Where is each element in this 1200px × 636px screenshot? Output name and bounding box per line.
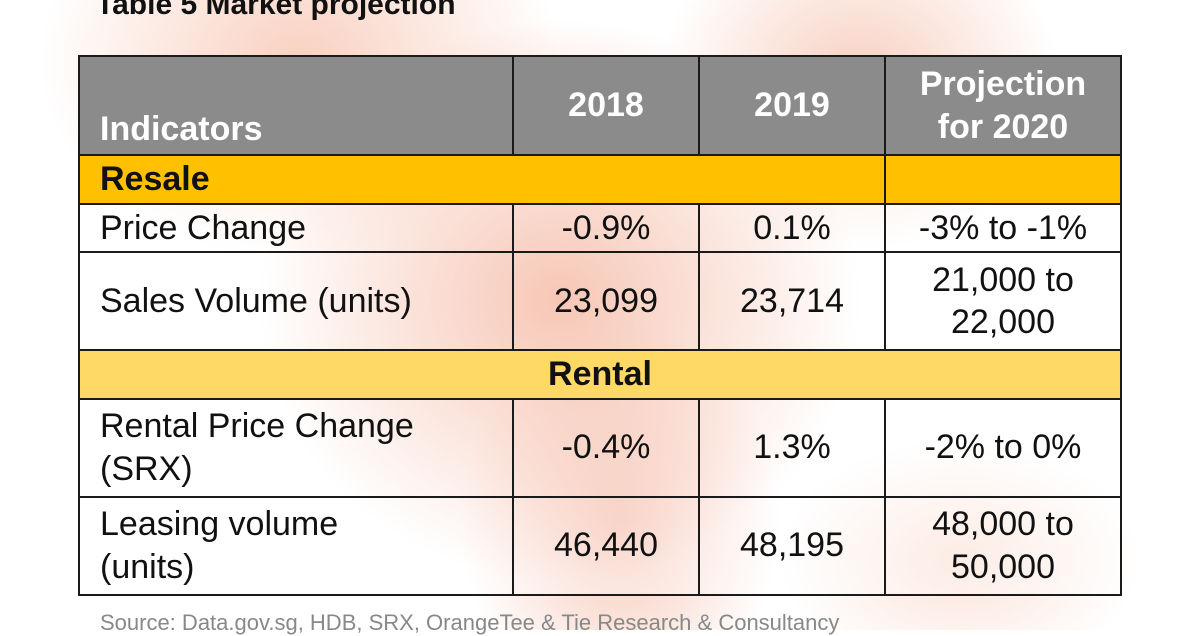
header-cell: Projection for 2020 [884,55,1122,156]
section-cell [884,154,1122,205]
data-row: Sales Volume (units) 23,099 23,714 21,00… [78,251,1122,351]
cell: 0.1% [698,202,886,253]
cell: -3% to -1% [884,202,1122,253]
cell: -0.4% [512,397,700,498]
cell: 46,440 [512,495,700,596]
row-label: Sales Volume (units) [78,251,514,351]
cell: -0.9% [512,202,700,253]
row-label: Price Change [78,202,514,253]
cell: 48,000 to 50,000 [884,495,1122,596]
section-row: Resale [78,154,1122,205]
cell: 23,714 [698,251,886,351]
data-row: Rental Price Change (SRX) -0.4% 1.3% -2%… [78,397,1122,498]
section-label: Rental [78,349,1122,400]
header-row: Indicators 2018 2019 Projection for 2020 [78,55,1122,156]
market-table: Indicators 2018 2019 Projection for 2020… [78,55,1122,596]
row-label: Rental Price Change (SRX) [78,397,514,498]
section-row: Rental [78,349,1122,400]
header-cell: 2018 [512,55,700,156]
table-title: Table 5 Market projection [96,0,456,21]
row-label: Leasing volume (units) [78,495,514,596]
section-label: Resale [78,154,886,205]
data-row: Price Change -0.9% 0.1% -3% to -1% [78,202,1122,253]
header-cell: Indicators [78,55,514,156]
cell: 23,099 [512,251,700,351]
cell: 21,000 to 22,000 [884,251,1122,351]
cell: -2% to 0% [884,397,1122,498]
cell: 1.3% [698,397,886,498]
cell: 48,195 [698,495,886,596]
source-note: Source: Data.gov.sg, HDB, SRX, OrangeTee… [100,610,840,635]
header-cell: 2019 [698,55,886,156]
data-row: Leasing volume (units) 46,440 48,195 48,… [78,495,1122,596]
